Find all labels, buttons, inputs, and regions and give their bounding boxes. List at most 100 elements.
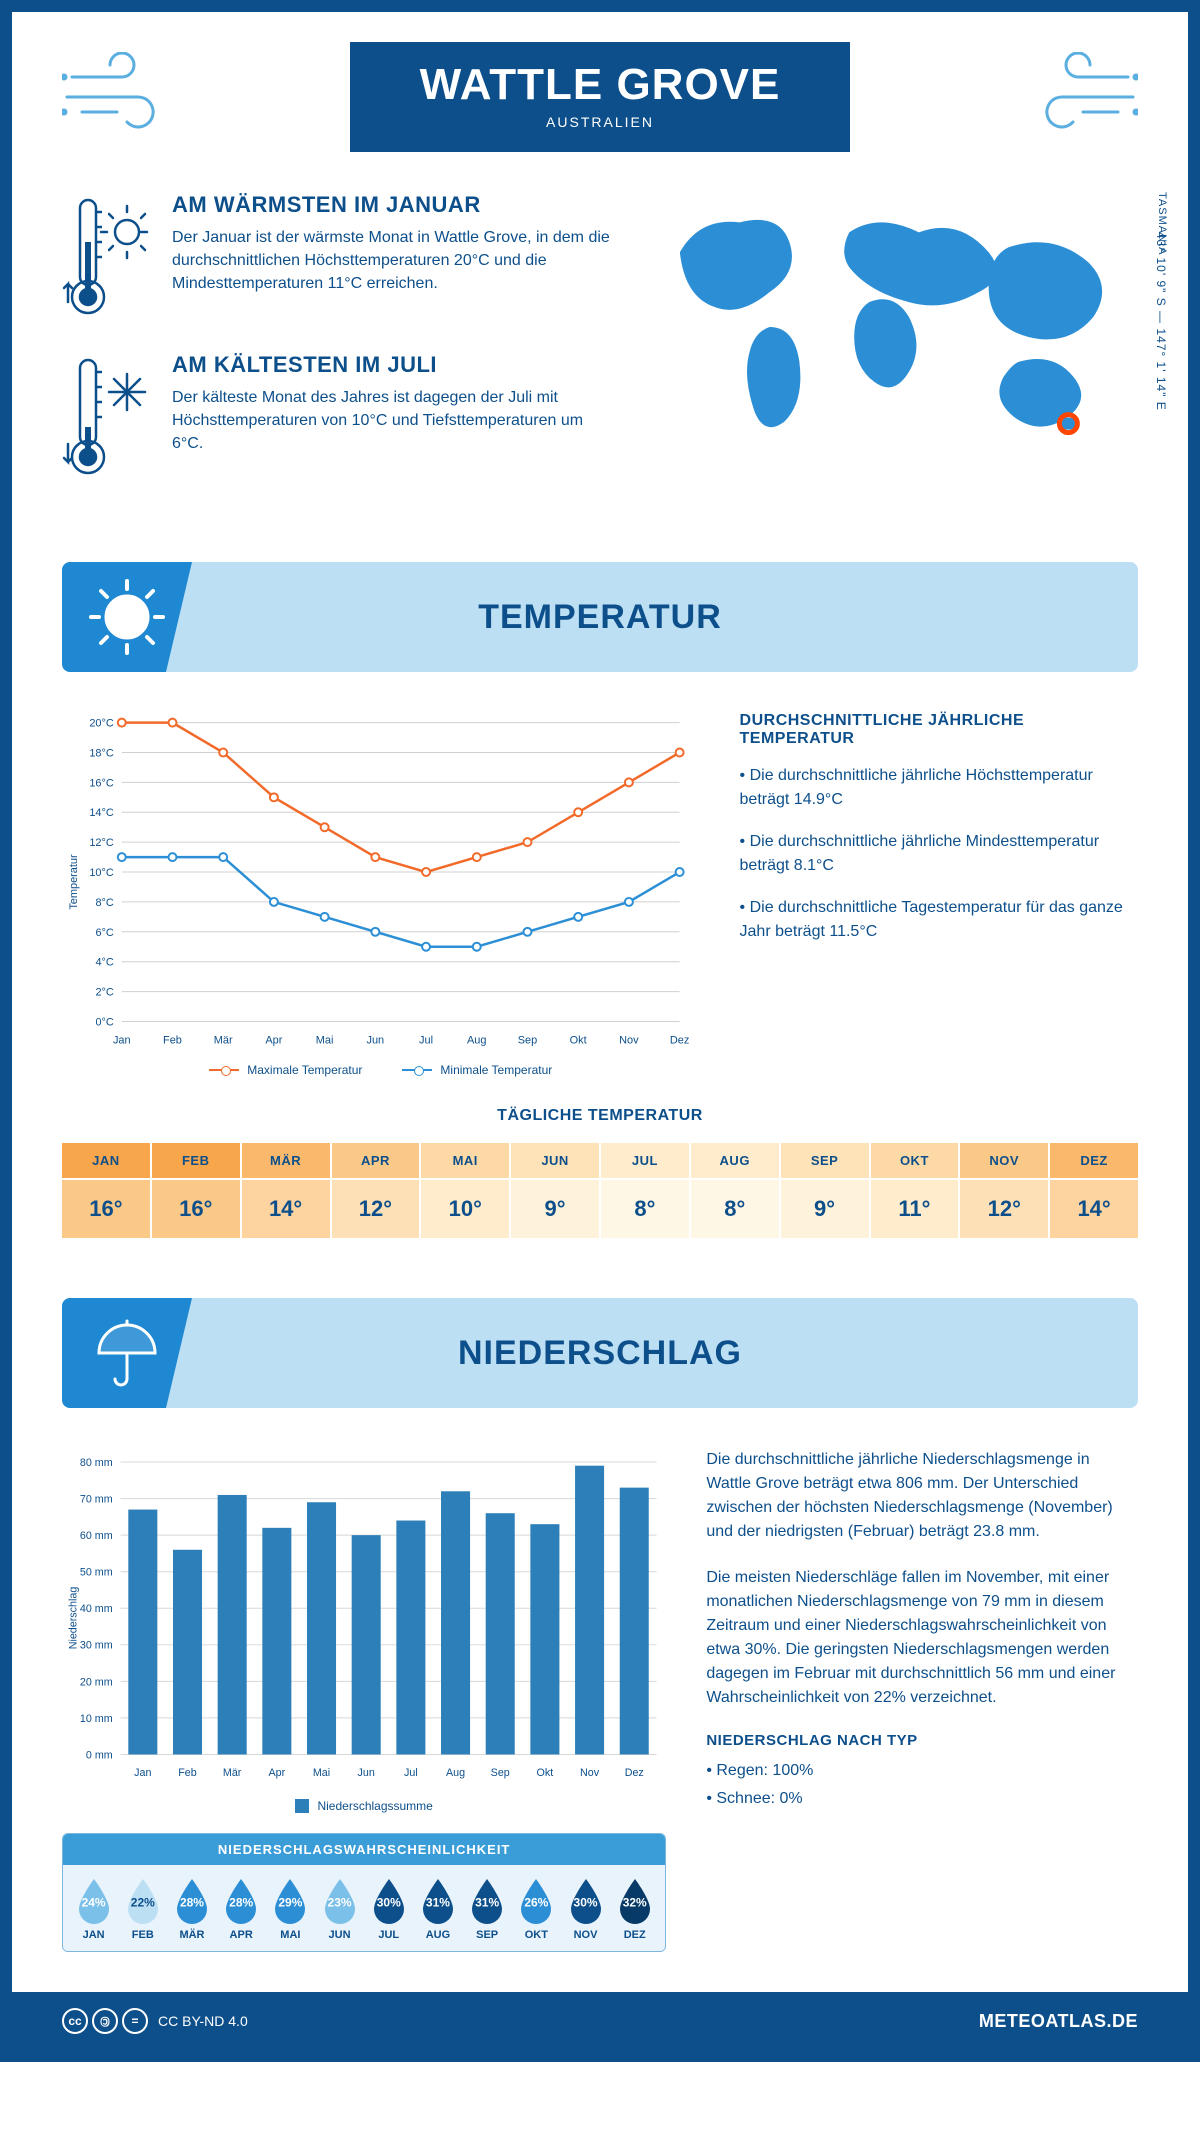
svg-text:40 mm: 40 mm	[80, 1603, 113, 1615]
temperature-summary: DURCHSCHNITTLICHE JÄHRLICHE TEMPERATUR •…	[740, 712, 1138, 1077]
svg-text:2°C: 2°C	[95, 987, 113, 999]
svg-text:20°C: 20°C	[89, 718, 114, 730]
header: WATTLE GROVE AUSTRALIEN	[62, 42, 1138, 152]
raindrop-icon: 28%	[173, 1877, 211, 1925]
prob-cell: 30% NOV	[563, 1877, 608, 1941]
svg-text:Aug: Aug	[467, 1034, 486, 1046]
svg-text:Jun: Jun	[358, 1767, 375, 1779]
summary-text: Die durchschnittliche jährliche Niedersc…	[706, 1448, 1138, 1544]
precipitation-summary: Die durchschnittliche jährliche Niedersc…	[706, 1448, 1138, 1952]
thermometer-sun-icon	[62, 192, 152, 322]
legend-label: Maximale Temperatur	[247, 1063, 362, 1077]
section-title: NIEDERSCHLAG	[458, 1334, 742, 1373]
table-header: FEB	[152, 1143, 240, 1178]
svg-text:Sep: Sep	[518, 1034, 537, 1046]
svg-text:Jul: Jul	[404, 1767, 418, 1779]
table-header: JUL	[601, 1143, 689, 1178]
summary-bullet: • Schnee: 0%	[706, 1787, 1138, 1811]
svg-text:Jul: Jul	[419, 1034, 433, 1046]
svg-text:Apr: Apr	[269, 1767, 286, 1779]
svg-text:0 mm: 0 mm	[86, 1749, 113, 1761]
raindrop-icon: 30%	[370, 1877, 408, 1925]
svg-text:Mai: Mai	[316, 1034, 334, 1046]
table-header: AUG	[691, 1143, 779, 1178]
world-map	[640, 192, 1138, 452]
svg-text:8°C: 8°C	[95, 897, 113, 909]
license-label: CC BY-ND 4.0	[158, 2013, 248, 2029]
page-title: WATTLE GROVE	[420, 60, 781, 110]
section-band-precipitation: NIEDERSCHLAG	[62, 1298, 1138, 1408]
table-cell: 16°	[152, 1180, 240, 1238]
svg-text:0°C: 0°C	[95, 1016, 113, 1028]
table-cell: 9°	[511, 1180, 599, 1238]
section-title: TEMPERATUR	[478, 598, 722, 637]
svg-text:18°C: 18°C	[89, 747, 114, 759]
svg-text:Mai: Mai	[313, 1767, 330, 1779]
prob-cell: 28% MÄR	[169, 1877, 214, 1941]
precip-type-title: NIEDERSCHLAG NACH TYP	[706, 1732, 1138, 1749]
prob-cell: 23% JUN	[317, 1877, 362, 1941]
svg-text:Nov: Nov	[619, 1034, 639, 1046]
prob-cell: 28% APR	[219, 1877, 264, 1941]
fact-text: Der kälteste Monat des Jahres ist dagege…	[172, 386, 610, 456]
table-header: DEZ	[1050, 1143, 1138, 1178]
svg-text:Nov: Nov	[580, 1767, 600, 1779]
raindrop-icon: 30%	[567, 1877, 605, 1925]
svg-text:60 mm: 60 mm	[80, 1530, 113, 1542]
svg-text:16°C: 16°C	[89, 777, 114, 789]
daily-temp-title: TÄGLICHE TEMPERATUR	[62, 1107, 1138, 1125]
table-header: MAI	[421, 1143, 509, 1178]
table-header: APR	[332, 1143, 420, 1178]
svg-text:Okt: Okt	[537, 1767, 554, 1779]
legend-label: Minimale Temperatur	[440, 1063, 552, 1077]
prob-cell: 29% MAI	[268, 1877, 313, 1941]
svg-text:Jan: Jan	[134, 1767, 151, 1779]
table-cell: 9°	[781, 1180, 869, 1238]
raindrop-icon: 32%	[616, 1877, 654, 1925]
svg-text:10 mm: 10 mm	[80, 1713, 113, 1725]
precipitation-chart: 0 mm10 mm20 mm30 mm40 mm50 mm60 mm70 mm8…	[62, 1448, 666, 1952]
table-header: MÄR	[242, 1143, 330, 1178]
fact-warmest: AM WÄRMSTEN IM JANUAR Der Januar ist der…	[62, 192, 610, 322]
coordinates: 43° 10' 9" S — 147° 1' 14" E	[1154, 232, 1168, 411]
sun-icon	[62, 562, 192, 672]
raindrop-icon: 26%	[517, 1877, 555, 1925]
temperature-chart: 0°C 2°C 4°C 6°C 8°C 10°C 12°C 14°C 16°C 18°C 20°C J…	[62, 712, 700, 1077]
wind-icon	[62, 52, 182, 132]
svg-text:6°C: 6°C	[95, 927, 113, 939]
fact-coldest: AM KÄLTESTEN IM JULI Der kälteste Monat …	[62, 352, 610, 482]
section-band-temperature: TEMPERATUR	[62, 562, 1138, 672]
svg-text:Jun: Jun	[367, 1034, 385, 1046]
svg-text:70 mm: 70 mm	[80, 1493, 113, 1505]
svg-text:Feb: Feb	[178, 1767, 197, 1779]
svg-text:10°C: 10°C	[89, 867, 114, 879]
raindrop-icon: 22%	[124, 1877, 162, 1925]
prob-cell: 30% JUL	[366, 1877, 411, 1941]
svg-text:Feb: Feb	[163, 1034, 182, 1046]
svg-text:14°C: 14°C	[89, 807, 114, 819]
summary-bullet: • Die durchschnittliche jährliche Mindes…	[740, 830, 1138, 878]
summary-bullet: • Regen: 100%	[706, 1759, 1138, 1783]
raindrop-icon: 29%	[271, 1877, 309, 1925]
prob-cell: 32% DEZ	[612, 1877, 657, 1941]
svg-text:4°C: 4°C	[95, 957, 113, 969]
svg-text:Dez: Dez	[670, 1034, 689, 1046]
summary-title: DURCHSCHNITTLICHE JÄHRLICHE TEMPERATUR	[740, 712, 1138, 748]
table-cell: 12°	[960, 1180, 1048, 1238]
summary-text: Die meisten Niederschläge fallen im Nove…	[706, 1566, 1138, 1710]
table-header: NOV	[960, 1143, 1048, 1178]
svg-text:12°C: 12°C	[89, 837, 114, 849]
raindrop-icon: 23%	[321, 1877, 359, 1925]
table-header: JAN	[62, 1143, 150, 1178]
raindrop-icon: 31%	[468, 1877, 506, 1925]
summary-bullet: • Die durchschnittliche Tagestemperatur …	[740, 896, 1138, 944]
cc-icons: cc 🄯 =	[62, 2008, 148, 2034]
table-cell: 14°	[1050, 1180, 1138, 1238]
table-cell: 8°	[601, 1180, 689, 1238]
svg-text:20 mm: 20 mm	[80, 1676, 113, 1688]
svg-text:Temperatur: Temperatur	[68, 854, 80, 910]
page-subtitle: AUSTRALIEN	[420, 114, 781, 130]
summary-bullet: • Die durchschnittliche jährliche Höchst…	[740, 764, 1138, 812]
brand-label: METEOATLAS.DE	[979, 2011, 1138, 2032]
svg-text:Aug: Aug	[446, 1767, 465, 1779]
